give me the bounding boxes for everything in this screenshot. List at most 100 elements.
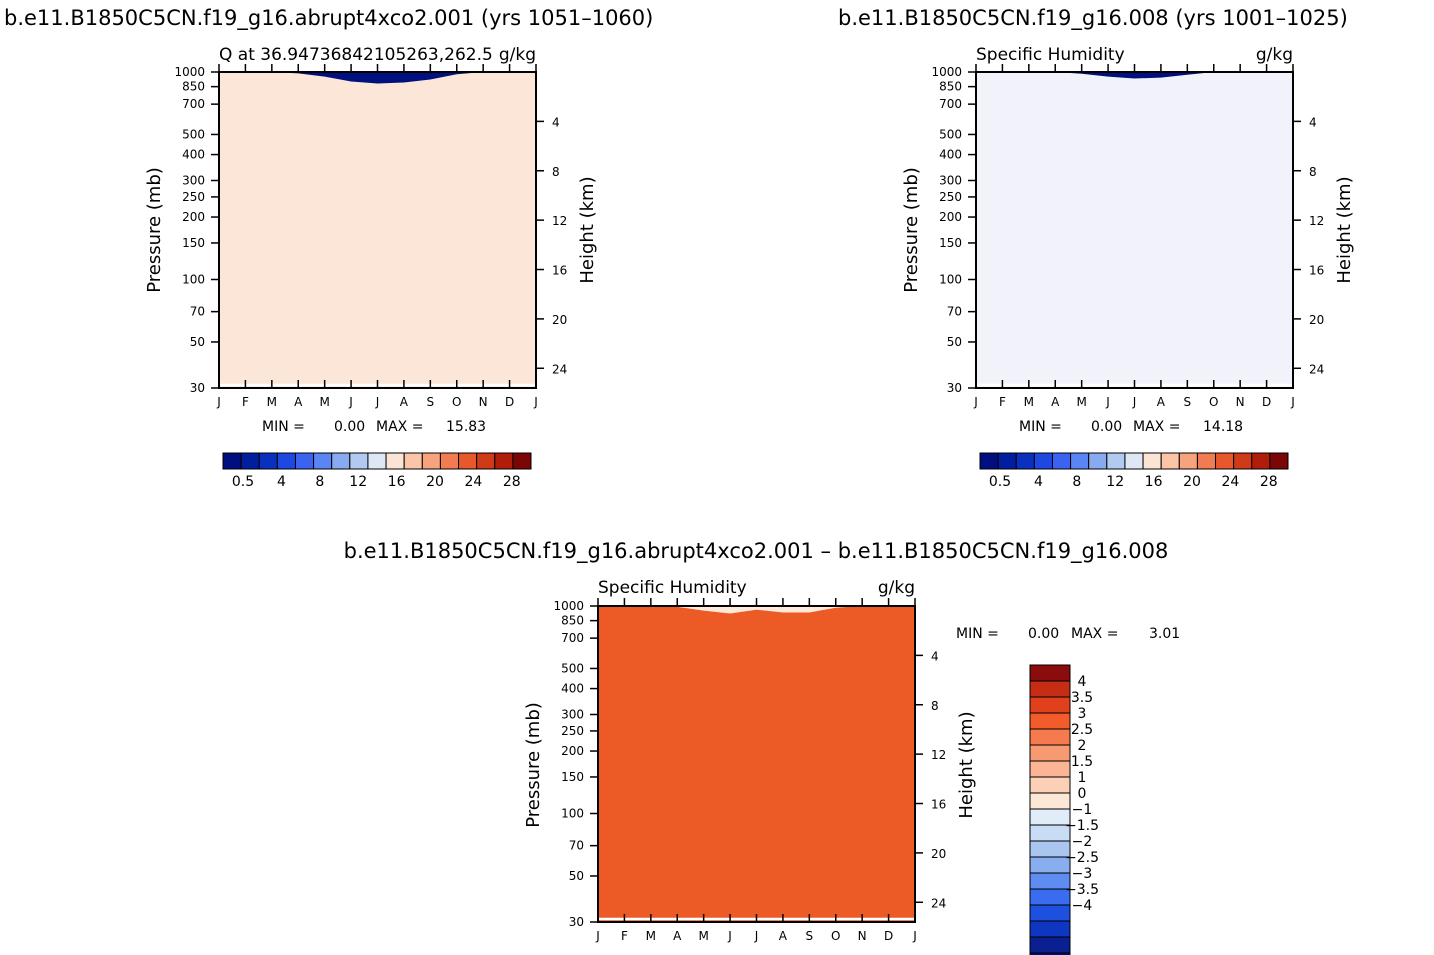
colorbar-swatch: [494, 452, 514, 470]
left-contour-plot: [219, 72, 536, 388]
pressure-tick-label: 200: [939, 210, 962, 224]
month-tick-label: J: [1105, 395, 1110, 409]
colorbar-swatch: [1215, 452, 1235, 470]
diff-min-value: 0.00: [1028, 626, 1059, 642]
colorbar-swatch: [1029, 840, 1071, 858]
month-tick-label: A: [779, 929, 788, 943]
colorbar-label: −3.5: [1065, 882, 1099, 898]
month-tick-label: D: [505, 395, 514, 409]
colorbar-swatch: [1106, 452, 1126, 470]
month-tick-label: J: [533, 395, 538, 409]
pressure-tick-label: 1000: [174, 65, 205, 79]
month-tick-label: J: [727, 929, 732, 943]
colorbar-label: 0.5: [232, 474, 254, 490]
colorbar-label: 4: [1078, 674, 1087, 690]
month-tick-label: O: [1209, 395, 1218, 409]
colorbar-swatch: [1142, 452, 1162, 470]
month-tick-label: A: [1051, 395, 1060, 409]
colorbar-label: −2.5: [1065, 850, 1099, 866]
colorbar-swatch: [1029, 904, 1071, 922]
diff-min-label: MIN =: [956, 626, 999, 642]
colorbar-swatch: [1029, 936, 1071, 954]
month-tick-label: M: [646, 929, 656, 943]
colorbar-swatch: [1160, 452, 1180, 470]
colorbar-label: 28: [1260, 474, 1278, 490]
month-tick-label: M: [267, 395, 277, 409]
colorbar-label: 2: [1078, 738, 1087, 754]
month-tick-label: J: [375, 395, 380, 409]
colorbar-label: 16: [1145, 474, 1163, 490]
height-tick-label: 20: [1309, 313, 1324, 327]
pressure-tick-label: 400: [182, 148, 205, 162]
contour-band-2: [598, 606, 915, 922]
colorbar-label: 4: [277, 474, 286, 490]
colorbar-label: 24: [464, 474, 482, 490]
diff-panel: b.e11.B1850C5CN.f19_g16.abrupt4xco2.001 …: [344, 539, 1180, 955]
colorbar-swatch: [979, 452, 999, 470]
colorbar-swatch: [1029, 776, 1071, 794]
colorbar-swatch: [385, 452, 405, 470]
month-tick-label: N: [1236, 395, 1245, 409]
height-tick-label: 24: [552, 362, 567, 376]
diff-panel-subtitle: Specific Humidity: [598, 578, 747, 598]
pressure-tick-label: 1000: [553, 599, 584, 613]
pressure-tick-label: 300: [182, 173, 205, 187]
height-tick-label: 16: [1309, 264, 1324, 278]
pressure-tick-label: 50: [947, 335, 962, 349]
right-panel-units: g/kg: [1256, 45, 1293, 65]
pressure-tick-label: 150: [939, 236, 962, 250]
pressure-tick-label: 850: [939, 80, 962, 94]
colorbar-swatch: [1029, 856, 1071, 874]
contour-band-12: [976, 72, 1293, 388]
diff-axes: J F M A M J J A S O N D J 30 50 70 100 150 200 250 300 400 500…: [553, 598, 946, 943]
colorbar-label: 28: [503, 474, 521, 490]
colorbar-swatch: [276, 452, 296, 470]
colorbar-swatch: [1029, 872, 1071, 890]
colorbar-swatch: [1029, 952, 1071, 955]
right-min-value: 0.00: [1091, 419, 1122, 435]
right-min-label: MIN =: [1019, 419, 1062, 435]
colorbar-label: 3: [1078, 706, 1087, 722]
diff-max-value: 3.01: [1149, 626, 1180, 642]
colorbar-swatch: [1015, 452, 1035, 470]
colorbar-swatch: [1029, 680, 1071, 698]
pressure-tick-label: 100: [939, 273, 962, 287]
colorbar-swatch: [1029, 888, 1071, 906]
month-tick-label: F: [999, 395, 1006, 409]
right-panel-title: b.e11.B1850C5CN.f19_g16.008 (yrs 1001–10…: [838, 6, 1348, 31]
month-tick-label: A: [673, 929, 682, 943]
colorbar-swatch: [1029, 696, 1071, 714]
height-tick-label: 24: [931, 896, 946, 910]
left-min-label: MIN =: [262, 419, 305, 435]
month-tick-label: J: [348, 395, 353, 409]
height-tick-label: 16: [552, 264, 567, 278]
left-max-label: MAX =: [376, 419, 423, 435]
pressure-tick-label: 70: [569, 839, 584, 853]
colorbar-label: −1.5: [1065, 818, 1099, 834]
month-tick-label: S: [427, 395, 435, 409]
month-tick-label: D: [1262, 395, 1271, 409]
month-tick-label: J: [973, 395, 978, 409]
pressure-tick-label: 400: [561, 682, 584, 696]
colorbar-swatch: [313, 452, 333, 470]
month-tick-label: M: [1076, 395, 1086, 409]
pressure-tick-label: 100: [182, 273, 205, 287]
colorbar-swatch: [1029, 744, 1071, 762]
colorbar-swatch: [258, 452, 278, 470]
diff-pressure-axis-label: Pressure (mb): [523, 702, 544, 828]
colorbar-swatch: [439, 452, 460, 470]
diff-panel-units: g/kg: [878, 578, 915, 598]
height-tick-label: 24: [1309, 362, 1324, 376]
colorbar-label: −1: [1072, 802, 1093, 818]
month-tick-label: M: [698, 929, 708, 943]
pressure-tick-label: 700: [182, 97, 205, 111]
pressure-tick-label: 500: [182, 127, 205, 141]
height-tick-label: 16: [931, 798, 946, 812]
diff-height-axis-label: Height (km): [956, 711, 977, 818]
month-tick-label: F: [621, 929, 628, 943]
colorbar-label: 16: [388, 474, 406, 490]
month-tick-label: J: [216, 395, 221, 409]
left-panel: b.e11.B1850C5CN.f19_g16.abrupt4xco2.001 …: [4, 6, 653, 490]
pressure-tick-label: 850: [561, 614, 584, 628]
colorbar-swatch: [1088, 452, 1108, 470]
